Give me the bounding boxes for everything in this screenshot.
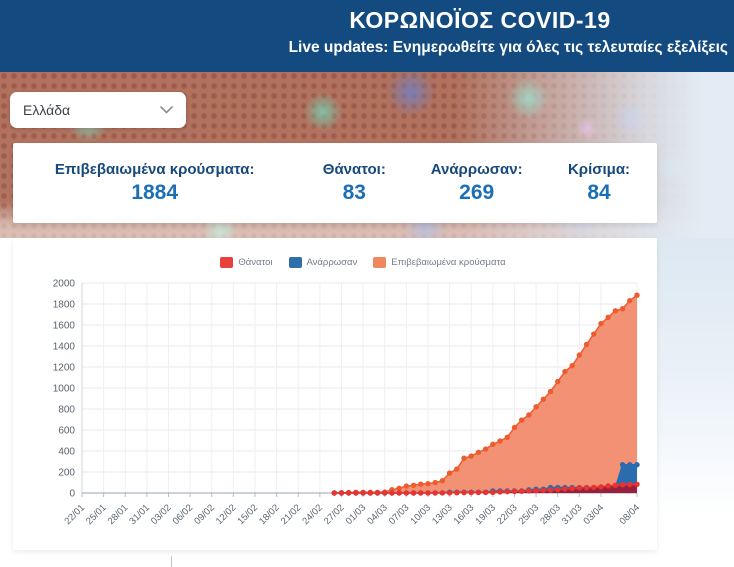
chevron-down-icon: [160, 106, 173, 114]
stat-confirmed-value: 1884: [131, 181, 179, 204]
svg-text:1000: 1000: [53, 384, 76, 395]
svg-text:12/02: 12/02: [214, 502, 239, 527]
svg-text:1600: 1600: [53, 321, 76, 332]
covid-timeseries-chart: 0 200 400 600 800 1000 1200 1400 1600 1800 2000 22/…: [53, 279, 643, 527]
svg-text:27/02: 27/02: [322, 502, 347, 527]
stat-confirmed-label: Επιβεβαιωμένα κρούσματα:: [54, 161, 255, 178]
svg-text:03/02: 03/02: [149, 502, 174, 527]
stat-recovered: Ανάρρωσαν: 269: [412, 161, 541, 205]
svg-text:10/03: 10/03: [409, 502, 434, 527]
svg-text:08/04: 08/04: [618, 502, 643, 527]
svg-text:400: 400: [58, 447, 75, 458]
stats-card: Επιβεβαιωμένα κρούσματα: 1884 Θάνατοι: 8…: [13, 143, 657, 223]
page-background-gradient: [655, 224, 734, 567]
svg-text:200: 200: [58, 468, 75, 479]
legend-item-1[interactable]: Ανάρρωσαν: [288, 256, 358, 268]
svg-text:0: 0: [69, 489, 75, 500]
legend-label: Επιβεβαιωμένα κρούσματα: [391, 256, 506, 268]
legend-label: Θάνατοι: [238, 256, 273, 268]
svg-text:22/01: 22/01: [63, 502, 88, 527]
svg-text:01/03: 01/03: [344, 502, 369, 527]
svg-text:1800: 1800: [53, 300, 76, 311]
svg-text:09/02: 09/02: [192, 502, 217, 527]
country-select-value: Ελλάδα: [23, 102, 71, 118]
svg-text:1200: 1200: [53, 363, 76, 374]
stat-recovered-label: Ανάρρωσαν:: [430, 161, 523, 178]
legend-swatch: [288, 256, 302, 268]
svg-text:18/02: 18/02: [257, 502, 282, 527]
svg-text:19/03: 19/03: [473, 502, 498, 527]
svg-text:31/01: 31/01: [127, 502, 152, 527]
page-title: ΚΟΡΩΝΟΪΟΣ COVID-19: [349, 7, 611, 33]
country-select-dropdown[interactable]: Ελλάδα: [10, 92, 186, 128]
svg-text:25/03: 25/03: [517, 502, 542, 527]
legend-label: Ανάρρωσαν: [306, 256, 358, 268]
stat-deaths: Θάνατοι: 83: [296, 161, 412, 205]
page-subtitle: Live updates: Ενημερωθείτε για όλες τις …: [288, 39, 728, 56]
legend-item-0[interactable]: Θάνατοι: [220, 256, 273, 268]
stat-deaths-label: Θάνατοι:: [322, 161, 386, 178]
svg-text:25/01: 25/01: [84, 502, 109, 527]
svg-text:28/03: 28/03: [538, 502, 563, 527]
svg-text:13/03: 13/03: [430, 502, 455, 527]
stat-recovered-value: 269: [459, 181, 495, 204]
stat-critical: Κρίσιμα: 84: [541, 161, 657, 205]
svg-text:31/03: 31/03: [560, 502, 585, 527]
next-section-axis-line: [171, 556, 172, 567]
header-bar: ΚΟΡΩΝΟΪΟΣ COVID-19 Live updates: Ενημερω…: [0, 0, 734, 72]
svg-text:28/01: 28/01: [106, 502, 131, 527]
stat-deaths-value: 83: [342, 181, 366, 204]
svg-text:800: 800: [58, 405, 75, 416]
stat-critical-label: Κρίσιμα:: [567, 161, 631, 178]
legend-swatch: [220, 256, 234, 268]
legend-item-2[interactable]: Επιβεβαιωμένα κρούσματα: [373, 256, 506, 268]
stat-critical-value: 84: [587, 181, 611, 204]
stat-confirmed: Επιβεβαιωμένα κρούσματα: 1884: [13, 161, 296, 205]
chart-card: Θάνατοι Ανάρρωσαν Επιβεβαιωμένα κρούσματα …: [13, 238, 657, 550]
svg-text:15/02: 15/02: [236, 502, 261, 527]
legend-swatch: [373, 256, 387, 268]
chart-legend: Θάνατοι Ανάρρωσαν Επιβεβαιωμένα κρούσματα: [41, 255, 685, 269]
svg-text:06/02: 06/02: [171, 502, 196, 527]
svg-text:22/03: 22/03: [495, 502, 520, 527]
svg-text:04/03: 04/03: [365, 502, 390, 527]
svg-text:07/03: 07/03: [387, 502, 412, 527]
svg-text:24/02: 24/02: [300, 502, 325, 527]
svg-text:03/04: 03/04: [581, 502, 606, 527]
svg-text:600: 600: [58, 426, 75, 437]
svg-text:1400: 1400: [53, 342, 76, 353]
svg-text:16/03: 16/03: [452, 502, 477, 527]
svg-text:2000: 2000: [53, 279, 76, 290]
svg-text:21/02: 21/02: [279, 502, 304, 527]
